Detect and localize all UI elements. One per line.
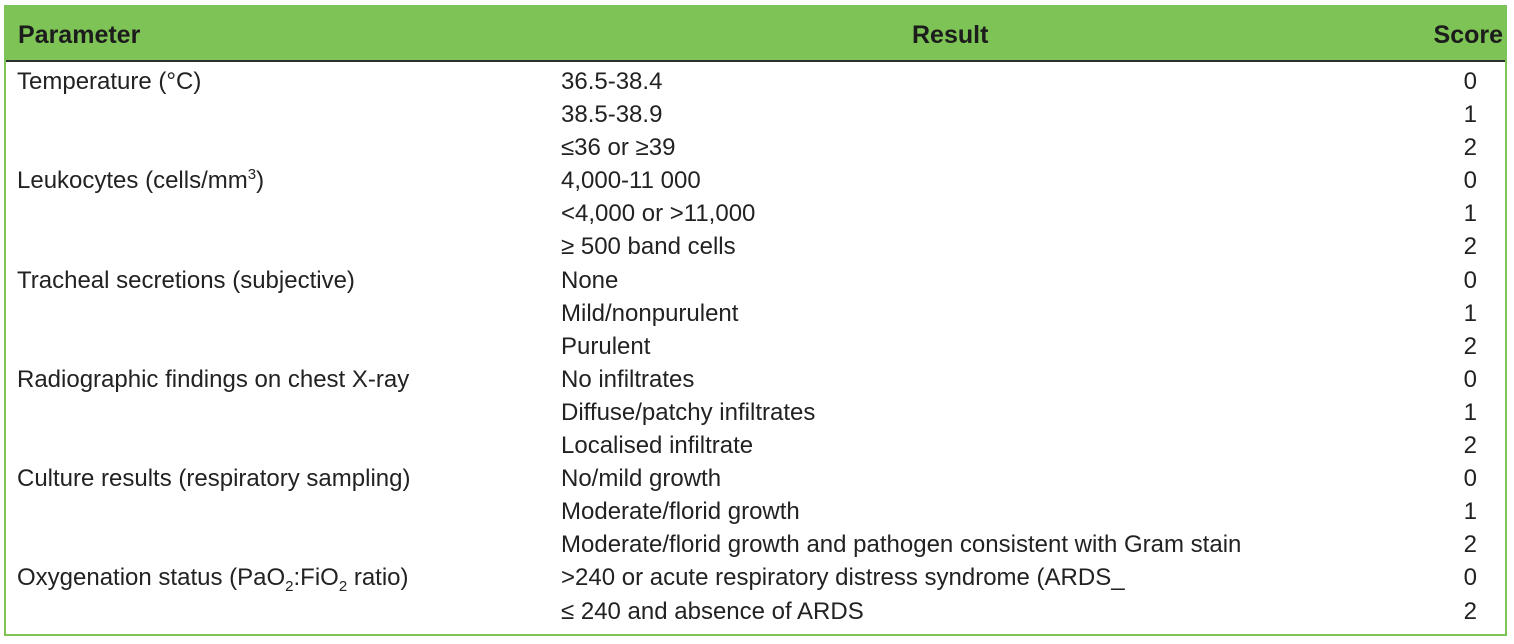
- result-cell: ≤36 or ≥39: [561, 134, 676, 162]
- score-cell: 0: [1463, 266, 1477, 294]
- table-row: Localised infiltrate 2: [6, 429, 1505, 462]
- score-cell: 0: [1463, 167, 1477, 195]
- parameter-text-after: ratio): [347, 564, 409, 592]
- score-cell: 2: [1463, 332, 1477, 360]
- table-row: Mild/nonpurulent 1: [6, 297, 1505, 330]
- parameter-cell: Radiographic findings on chest X-ray: [17, 365, 410, 393]
- parameter-cell: Oxygenation status (PaO2:FiO2 ratio): [17, 561, 409, 594]
- table-row: ≤36 or ≥39 2: [6, 131, 1505, 164]
- parameter-cell: Culture results (respiratory sampling): [17, 465, 411, 493]
- score-cell: 1: [1463, 101, 1477, 129]
- table-row: Oxygenation status (PaO2:FiO2 ratio) >24…: [6, 561, 1505, 594]
- scoring-table: Parameter Result Score Temperature (°C) …: [4, 5, 1507, 636]
- score-cell: 0: [1463, 564, 1477, 592]
- result-cell: Moderate/florid growth: [561, 498, 800, 526]
- parameter-cell: Tracheal secretions (subjective): [17, 266, 355, 294]
- score-cell: 2: [1463, 233, 1477, 261]
- table-row: Purulent 2: [6, 330, 1505, 363]
- score-cell: 1: [1463, 398, 1477, 426]
- header-parameter: Parameter: [18, 21, 141, 49]
- score-cell: 0: [1463, 68, 1477, 95]
- result-cell: <4,000 or >11,000: [561, 200, 756, 228]
- header-score: Score: [1433, 21, 1503, 49]
- score-cell: 1: [1463, 200, 1477, 228]
- table-row: Leukocytes (cells/mm3) 4,000-11 000 0: [6, 164, 1505, 197]
- table-header: Parameter Result Score: [6, 7, 1505, 62]
- result-cell: Mild/nonpurulent: [561, 299, 739, 327]
- score-cell: 2: [1463, 597, 1477, 625]
- score-cell: 2: [1463, 432, 1477, 460]
- result-cell: 36.5-38.4: [561, 68, 663, 95]
- score-cell: 2: [1463, 531, 1477, 559]
- parameter-text-after: ): [256, 167, 265, 195]
- table-row: <4,000 or >11,000 1: [6, 197, 1505, 230]
- score-cell: 2: [1463, 134, 1477, 162]
- result-cell: 4,000-11 000: [561, 167, 701, 195]
- parameter-text: Leukocytes (cells/mm: [17, 167, 248, 195]
- result-cell: 38.5-38.9: [561, 101, 663, 129]
- result-cell: ≥ 500 band cells: [561, 233, 736, 261]
- parameter-text-mid: :FiO: [293, 564, 339, 592]
- result-cell: Moderate/florid growth and pathogen cons…: [561, 531, 1242, 559]
- parameter-cell: Leukocytes (cells/mm3): [17, 164, 264, 197]
- table-row: Radiographic findings on chest X-ray No …: [6, 363, 1505, 396]
- parameter-text: Oxygenation status (PaO: [17, 564, 286, 592]
- result-cell: No infiltrates: [561, 365, 695, 393]
- table-row: Diffuse/patchy infiltrates 1: [6, 396, 1505, 429]
- result-cell: ≤ 240 and absence of ARDS: [561, 597, 864, 625]
- table-row: 38.5-38.9 1: [6, 98, 1505, 131]
- table-row: Moderate/florid growth 1: [6, 495, 1505, 528]
- table-row: ≥ 500 band cells 2: [6, 230, 1505, 263]
- result-cell: Localised infiltrate: [561, 432, 754, 460]
- table-row: Tracheal secretions (subjective) None 0: [6, 264, 1505, 297]
- parameter-subscript: 2: [338, 578, 348, 596]
- table-row: Moderate/florid growth and pathogen cons…: [6, 528, 1505, 561]
- parameter-cell: Temperature (°C): [17, 68, 202, 95]
- table-row: ≤ 240 and absence of ARDS 2: [6, 595, 1505, 628]
- result-cell: Purulent: [561, 332, 651, 360]
- table-body: Temperature (°C) 36.5-38.4 0 38.5-38.9 1…: [6, 65, 1505, 628]
- header-result: Result: [912, 21, 989, 49]
- parameter-superscript: 3: [247, 166, 257, 184]
- score-cell: 0: [1463, 365, 1477, 393]
- result-cell: Diffuse/patchy infiltrates: [561, 398, 816, 426]
- table-row: Culture results (respiratory sampling) N…: [6, 462, 1505, 495]
- score-cell: 1: [1463, 498, 1477, 526]
- score-cell: 1: [1463, 299, 1477, 327]
- result-cell: >240 or acute respiratory distress syndr…: [561, 564, 1125, 592]
- score-cell: 0: [1463, 465, 1477, 493]
- result-cell: None: [561, 266, 619, 294]
- parameter-subscript: 2: [285, 578, 294, 596]
- table-row: Temperature (°C) 36.5-38.4 0: [6, 65, 1505, 98]
- result-cell: No/mild growth: [561, 465, 722, 493]
